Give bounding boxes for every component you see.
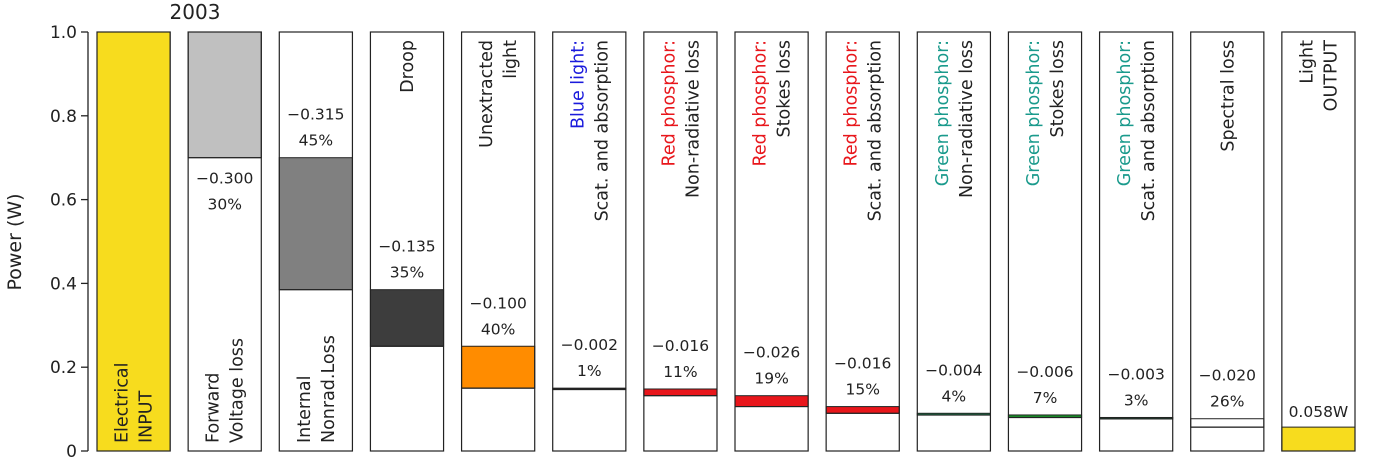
percent-label: 45%: [299, 132, 333, 150]
bar: [461, 345, 536, 389]
value-label: −0.100: [469, 294, 526, 312]
column-frame: [1098, 31, 1174, 452]
percent-label: 3%: [1124, 391, 1149, 409]
y-tick-label: 0: [66, 442, 77, 462]
percent-label: 4%: [942, 387, 967, 405]
bars: [96, 31, 1356, 452]
category-label: OUTPUT: [1321, 40, 1341, 112]
column-frame: [916, 31, 992, 452]
y-tick-label: 0.4: [50, 274, 77, 294]
percent-label: 11%: [663, 363, 697, 381]
category-label: Scat. and absorption: [592, 40, 612, 221]
category-label: Blue light:: [568, 40, 588, 129]
y-tick-label: 0.8: [50, 107, 77, 127]
category-label: Green phosphor:: [1115, 40, 1135, 186]
category-label: Non-radiative loss: [957, 40, 977, 198]
category-label: Spectral loss: [1218, 40, 1238, 152]
value-label: −0.315: [287, 106, 344, 124]
category-label: Red phosphor:: [659, 40, 679, 167]
bar: [369, 289, 445, 347]
column-frame: [369, 31, 445, 452]
percent-label: 15%: [845, 381, 879, 399]
value-label: −0.026: [743, 344, 800, 362]
bar: [734, 395, 809, 408]
percent-label: 30%: [207, 196, 241, 214]
category-label: Scat. and absorption: [866, 40, 886, 221]
bar: [1190, 418, 1265, 428]
value-label: −0.004: [925, 361, 982, 379]
column-frames: [96, 31, 1356, 452]
column-frame: [460, 31, 536, 452]
percent-label: 35%: [390, 264, 424, 282]
category-label: Non-radiative loss: [683, 40, 703, 198]
bar: [1281, 426, 1356, 452]
y-tick-label: 1.0: [50, 23, 77, 43]
value-label: −0.002: [561, 336, 618, 354]
value-label: −0.016: [834, 355, 891, 373]
category-label: Internal: [295, 376, 315, 443]
value-labels: −0.300 30% −0.315 45% −0.135 35% −0.100 40% −0.0…: [196, 106, 1348, 421]
value-label: −0.016: [652, 337, 709, 355]
column-frame: [96, 31, 171, 452]
category-label: Scat. and absorption: [1139, 40, 1159, 221]
category-labels: Electrical INPUT Forward Voltage loss Intern…: [113, 40, 1342, 443]
y-tick-label: 0.6: [50, 191, 77, 211]
category-label: Stokes loss: [775, 40, 795, 137]
column-frame: [825, 31, 900, 452]
value-label: −0.135: [378, 238, 435, 256]
percent-label: 7%: [1033, 389, 1058, 407]
column-frame: [643, 31, 718, 452]
category-label: Nonrad.Loss: [319, 335, 339, 443]
column-frame: [278, 31, 354, 452]
category-label: Red phosphor:: [751, 40, 771, 167]
category-label: Light: [1297, 40, 1317, 84]
category-label: Droop: [398, 40, 418, 93]
y-axis-label: Power (W): [4, 193, 26, 290]
category-label: Unextracted: [477, 40, 497, 148]
category-label: Red phosphor:: [842, 40, 862, 167]
column-frame: [552, 31, 627, 452]
value-label: −0.020: [1199, 367, 1256, 385]
column-frame: [734, 31, 809, 452]
column-frame: [1190, 31, 1265, 452]
column-frame: [1007, 31, 1083, 452]
category-label: Voltage loss: [228, 338, 248, 443]
column-frame: [187, 31, 262, 452]
percent-label: 40%: [481, 320, 515, 338]
percent-label: 26%: [1210, 393, 1244, 411]
category-label: Green phosphor:: [933, 40, 953, 186]
bar: [187, 31, 262, 159]
value-label: −0.006: [1016, 363, 1073, 381]
value-label: −0.300: [196, 170, 253, 188]
value-label: −0.003: [1107, 365, 1164, 383]
column-frame: [1281, 31, 1356, 452]
bar: [278, 157, 353, 291]
y-axis-ticks: 0 0.2 0.4 0.6 0.8 1.0: [50, 23, 89, 462]
chart-title: 2003: [170, 0, 221, 24]
y-tick-label: 0.2: [50, 358, 77, 378]
value-label: 0.058W: [1289, 403, 1349, 421]
percent-label: 1%: [577, 362, 602, 380]
category-label: INPUT: [137, 390, 157, 443]
bar: [643, 388, 718, 397]
category-label: Electrical: [113, 363, 133, 443]
percent-label: 19%: [754, 370, 788, 388]
bar: [825, 406, 900, 414]
category-label: Stokes loss: [1048, 40, 1068, 137]
category-label: Forward: [204, 373, 224, 443]
category-label: light: [501, 40, 521, 79]
bar: [96, 31, 171, 452]
category-label: Green phosphor:: [1024, 40, 1044, 186]
